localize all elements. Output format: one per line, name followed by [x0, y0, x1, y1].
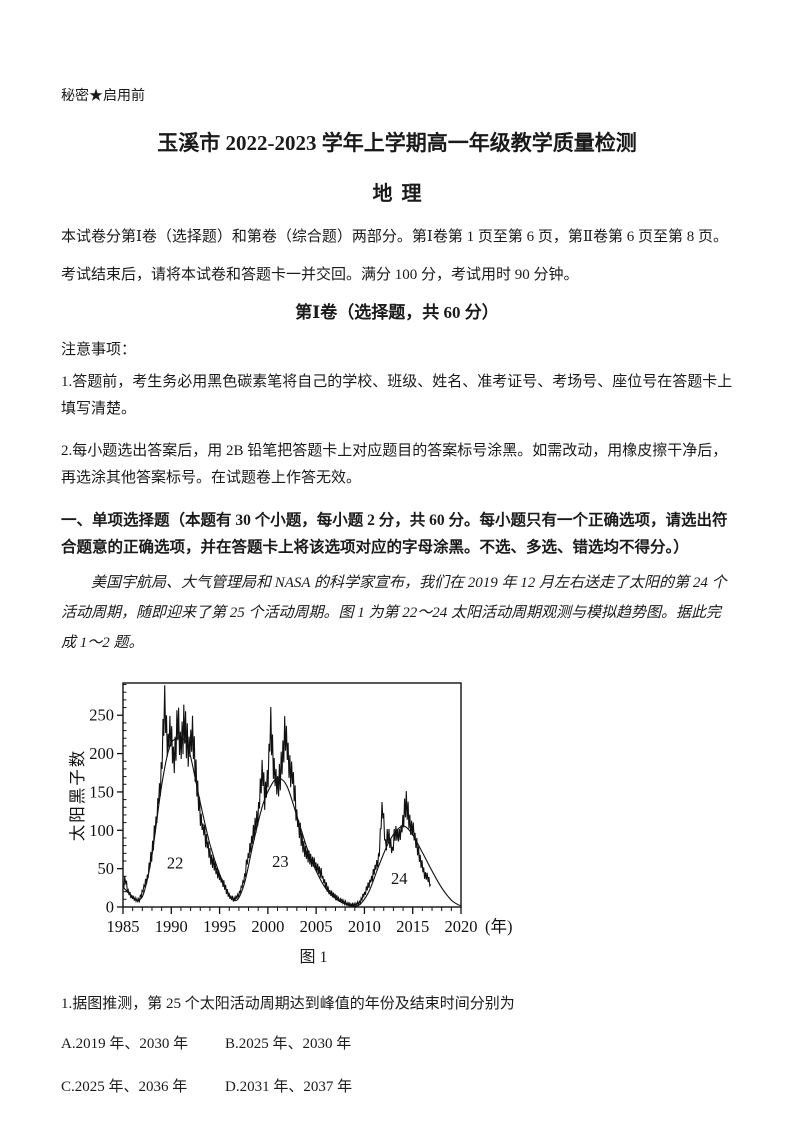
y-axis-title: 太阳黑子数 — [68, 749, 87, 842]
x-axis-tick-label: 2000 — [251, 917, 284, 936]
simulated-trend-curve — [122, 737, 462, 907]
part1-heading: 第Ⅰ卷（选择题，共 60 分） — [295, 303, 499, 322]
figure-caption: 图 1 — [299, 949, 328, 966]
x-axis-tick-label: 1985 — [107, 917, 140, 936]
stimulus-paragraph: 美国宇航局、大气管理局和 NASA 的科学家宣布，我们在 2019 年 12 月… — [61, 575, 727, 651]
cycle-label-23: 23 — [272, 852, 289, 871]
x-axis-tick-label: 1995 — [203, 917, 236, 936]
option-c: C.2025 年、2036 年 — [61, 1079, 188, 1095]
y-axis-tick-label: 150 — [89, 782, 114, 801]
y-axis-tick-label: 50 — [98, 859, 115, 878]
notes-label: 注意事项： — [61, 342, 137, 358]
x-axis-tick-label: 2010 — [348, 917, 381, 936]
question-1-text: 1.据图推测，第 25 个太阳活动周期达到峰值的年份及结束时间分别为 — [61, 996, 515, 1012]
y-axis-tick-label: 250 — [89, 706, 114, 725]
plot-border — [122, 682, 462, 908]
x-axis-tick-label: 2005 — [300, 917, 333, 936]
option-d: D.2031 年、2037 年 — [225, 1079, 353, 1095]
option-b: B.2025 年、2030 年 — [225, 1036, 352, 1052]
x-axis-tick-label: 1990 — [155, 917, 188, 936]
x-axis-tick-label: 2015 — [396, 917, 429, 936]
note-item-2: 2.每小题选出答案后，用 2B 铅笔把答题卡上对应题目的答案标号涂黑。如需改动，… — [61, 443, 728, 486]
note-item-1: 1.答题前，考生务必用黑色碳素笔将自己的学校、班级、姓名、准考证号、考场号、座位… — [61, 374, 733, 417]
cycle-label-24: 24 — [391, 869, 408, 888]
section1-heading: 一、单项选择题（本题有 30 个小题，每小题 2 分，共 60 分。每小题只有一… — [61, 512, 728, 556]
question-1-options: A.2019 年、2030 年 B.2025 年、2030 年 C.2025 年… — [61, 1034, 481, 1097]
y-axis-tick-label: 200 — [89, 744, 114, 763]
intro-paragraph-2: 考试结束后，请将本试卷和答题卡一并交回。满分 100 分，考试用时 90 分钟。 — [61, 267, 579, 283]
sunspot-chart: 0 50 100 150 200 250 1985 1990 1995 2000 2005 2010 2… — [68, 682, 513, 936]
page-title: 玉溪市 2022-2023 学年上学期高一年级教学质量检测 — [157, 131, 637, 155]
option-a: A.2019 年、2030 年 — [61, 1036, 189, 1052]
y-axis-tick-label: 100 — [89, 821, 114, 840]
y-axis-tick-label: 0 — [106, 898, 114, 917]
x-axis-unit-label: (年) — [485, 917, 513, 936]
secrecy-label: 秘密★启用前 — [61, 89, 145, 104]
observed-sunspot-series — [122, 685, 432, 908]
subject-title: 地理 — [372, 183, 431, 205]
x-axis-tick-label: 2020 — [445, 917, 478, 936]
cycle-label-22: 22 — [167, 854, 184, 873]
figure-1: 0 50 100 150 200 250 1985 1990 1995 2000 2005 2010 2… — [61, 673, 566, 967]
intro-paragraph-1: 本试卷分第Ⅰ卷（选择题）和第卷（综合题）两部分。第Ⅰ卷第 1 页至第 6 页，第… — [61, 229, 729, 245]
